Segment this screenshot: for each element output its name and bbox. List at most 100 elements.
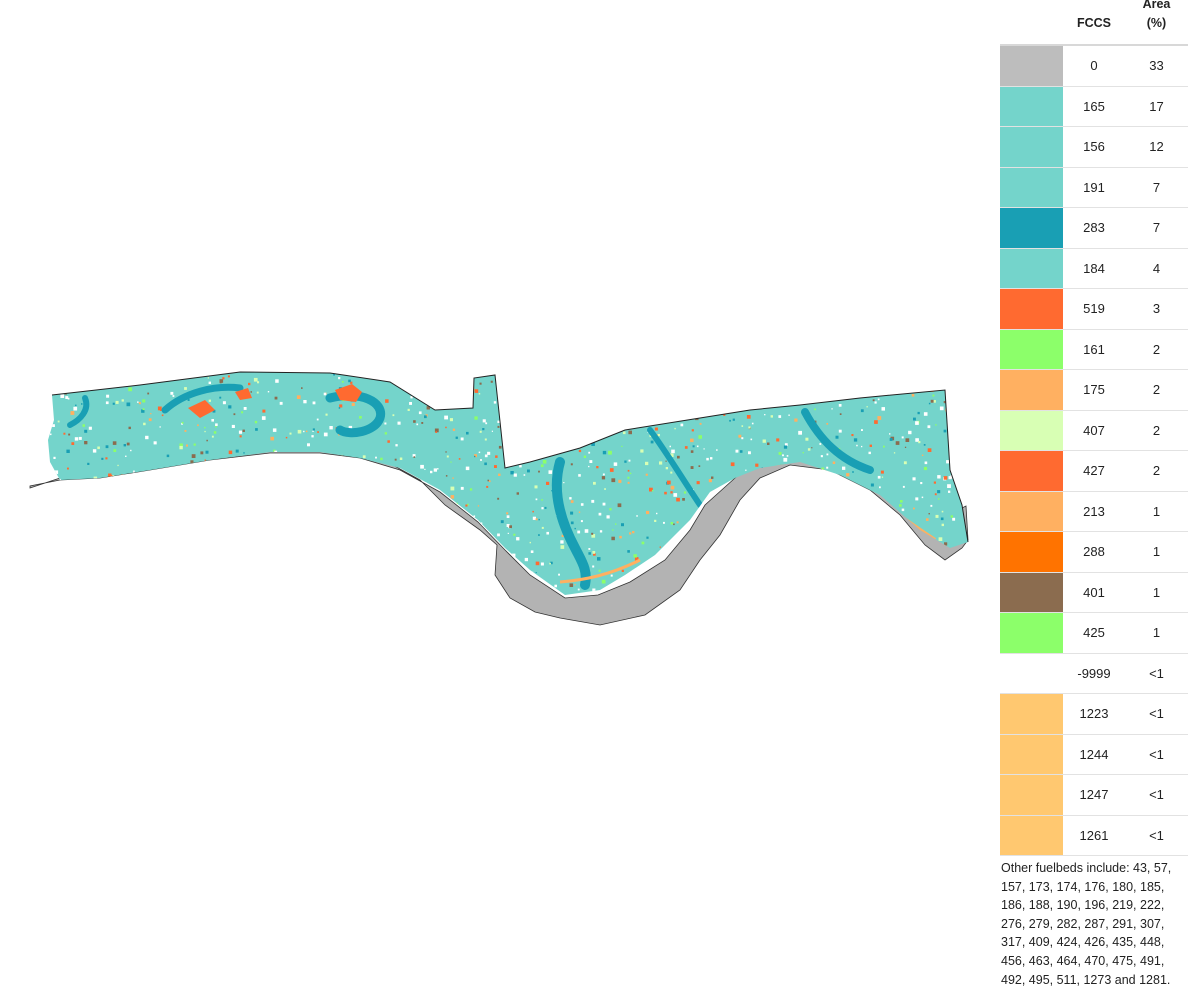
land-cover-pixel [222, 377, 225, 380]
land-cover-pixel [706, 457, 709, 461]
land-cover-pixel [542, 460, 547, 464]
land-cover-pixel [920, 482, 923, 485]
land-cover-pixel [510, 471, 514, 475]
land-cover-pixel [339, 404, 343, 408]
land-cover-pixel [921, 383, 925, 388]
legend-row: 1244 <1 [1000, 734, 1188, 775]
land-cover-pixel [729, 394, 733, 398]
land-cover-pixel [495, 455, 498, 458]
land-cover-pixel [129, 490, 132, 493]
land-cover-pixel [842, 482, 846, 487]
land-cover-pixel [515, 417, 518, 420]
land-cover-pixel [819, 399, 822, 402]
legend-swatch [1000, 127, 1063, 167]
land-cover-pixel [148, 486, 152, 491]
land-cover-pixel [390, 491, 392, 493]
land-cover-pixel [208, 381, 211, 384]
land-cover-pixel [952, 403, 957, 408]
legend-fccs-code: 213 [1083, 503, 1105, 519]
land-cover-pixel [780, 378, 784, 382]
legend-row: 407 2 [1000, 410, 1188, 451]
land-cover-pixel [539, 399, 542, 401]
land-cover-pixel [764, 476, 768, 480]
land-cover-pixel [145, 435, 149, 440]
land-cover-pixel [904, 584, 906, 587]
land-cover-pixel [608, 450, 612, 455]
land-cover-pixel [872, 399, 875, 402]
land-cover-pixel [280, 569, 285, 574]
land-cover-pixel [55, 497, 60, 501]
land-cover-pixel [150, 413, 152, 415]
land-cover-pixel [673, 493, 678, 497]
land-cover-pixel [491, 587, 494, 590]
land-cover-pixel [411, 548, 415, 553]
land-cover-pixel [413, 420, 416, 423]
land-cover-pixel [660, 373, 664, 377]
land-cover-pixel [111, 532, 115, 536]
land-cover-pixel [456, 502, 458, 505]
land-cover-pixel [316, 477, 319, 479]
land-cover-pixel [531, 423, 534, 425]
land-cover-pixel [205, 574, 208, 577]
land-cover-pixel [598, 377, 601, 380]
land-cover-pixel [821, 397, 825, 402]
land-cover-pixel [207, 522, 210, 525]
land-cover-pixel [288, 464, 292, 468]
land-cover-pixel [524, 557, 528, 562]
land-cover-pixel [783, 527, 787, 531]
land-cover-pixel [456, 589, 460, 593]
land-cover-pixel [424, 507, 429, 511]
land-cover-pixel [872, 496, 876, 500]
land-cover-pixel [659, 461, 663, 465]
land-cover-pixel [570, 500, 574, 503]
land-cover-pixel [384, 544, 388, 549]
land-cover-pixel [669, 445, 671, 448]
land-cover-pixel [430, 508, 433, 511]
land-cover-pixel [469, 488, 473, 491]
land-cover-pixel [870, 483, 874, 487]
land-cover-pixel [201, 579, 204, 583]
land-cover-pixel [206, 525, 208, 528]
legend-rows: 0 33 165 17 156 12 191 7 283 7 184 4 519 3 161 2 175 2 407… [1000, 46, 1188, 856]
land-cover-pixel [233, 589, 237, 592]
land-cover-pixel [235, 522, 239, 525]
legend-swatch [1000, 694, 1063, 734]
land-cover-pixel [359, 416, 362, 419]
land-cover-pixel [832, 461, 836, 464]
land-cover-pixel [572, 435, 577, 439]
legend-area-value: 1 [1152, 584, 1161, 600]
land-cover-pixel [48, 483, 53, 487]
land-cover-pixel [188, 531, 191, 535]
land-cover-pixel [672, 385, 676, 389]
land-cover-pixel [206, 439, 208, 442]
land-cover-pixel [804, 497, 808, 502]
land-cover-pixel [283, 523, 287, 526]
land-cover-pixel [923, 412, 928, 416]
land-cover-pixel [363, 472, 366, 476]
land-cover-pixel [407, 550, 410, 554]
land-cover-pixel [299, 477, 303, 480]
land-cover-pixel [770, 415, 773, 418]
land-cover-pixel [308, 550, 312, 555]
land-cover-pixel [118, 551, 122, 554]
land-cover-pixel [943, 476, 948, 480]
land-cover-pixel [76, 488, 79, 491]
land-cover-pixel [298, 578, 300, 581]
land-cover-pixel [774, 401, 777, 405]
land-cover-pixel [569, 436, 572, 439]
land-cover-pixel [680, 423, 684, 427]
land-cover-pixel [211, 419, 214, 422]
land-cover-pixel [243, 407, 247, 410]
land-cover-pixel [834, 548, 837, 551]
land-cover-pixel [854, 576, 858, 581]
land-cover-pixel [341, 380, 344, 383]
land-cover-pixel [775, 561, 779, 565]
land-cover-pixel [55, 520, 58, 523]
land-cover-pixel [941, 523, 944, 527]
land-cover-pixel [101, 584, 103, 586]
legend-area-value: <1 [1149, 746, 1164, 762]
land-cover-pixel [622, 431, 626, 435]
land-cover-pixel [121, 399, 124, 402]
land-cover-pixel [128, 426, 131, 430]
land-cover-pixel [184, 578, 189, 583]
